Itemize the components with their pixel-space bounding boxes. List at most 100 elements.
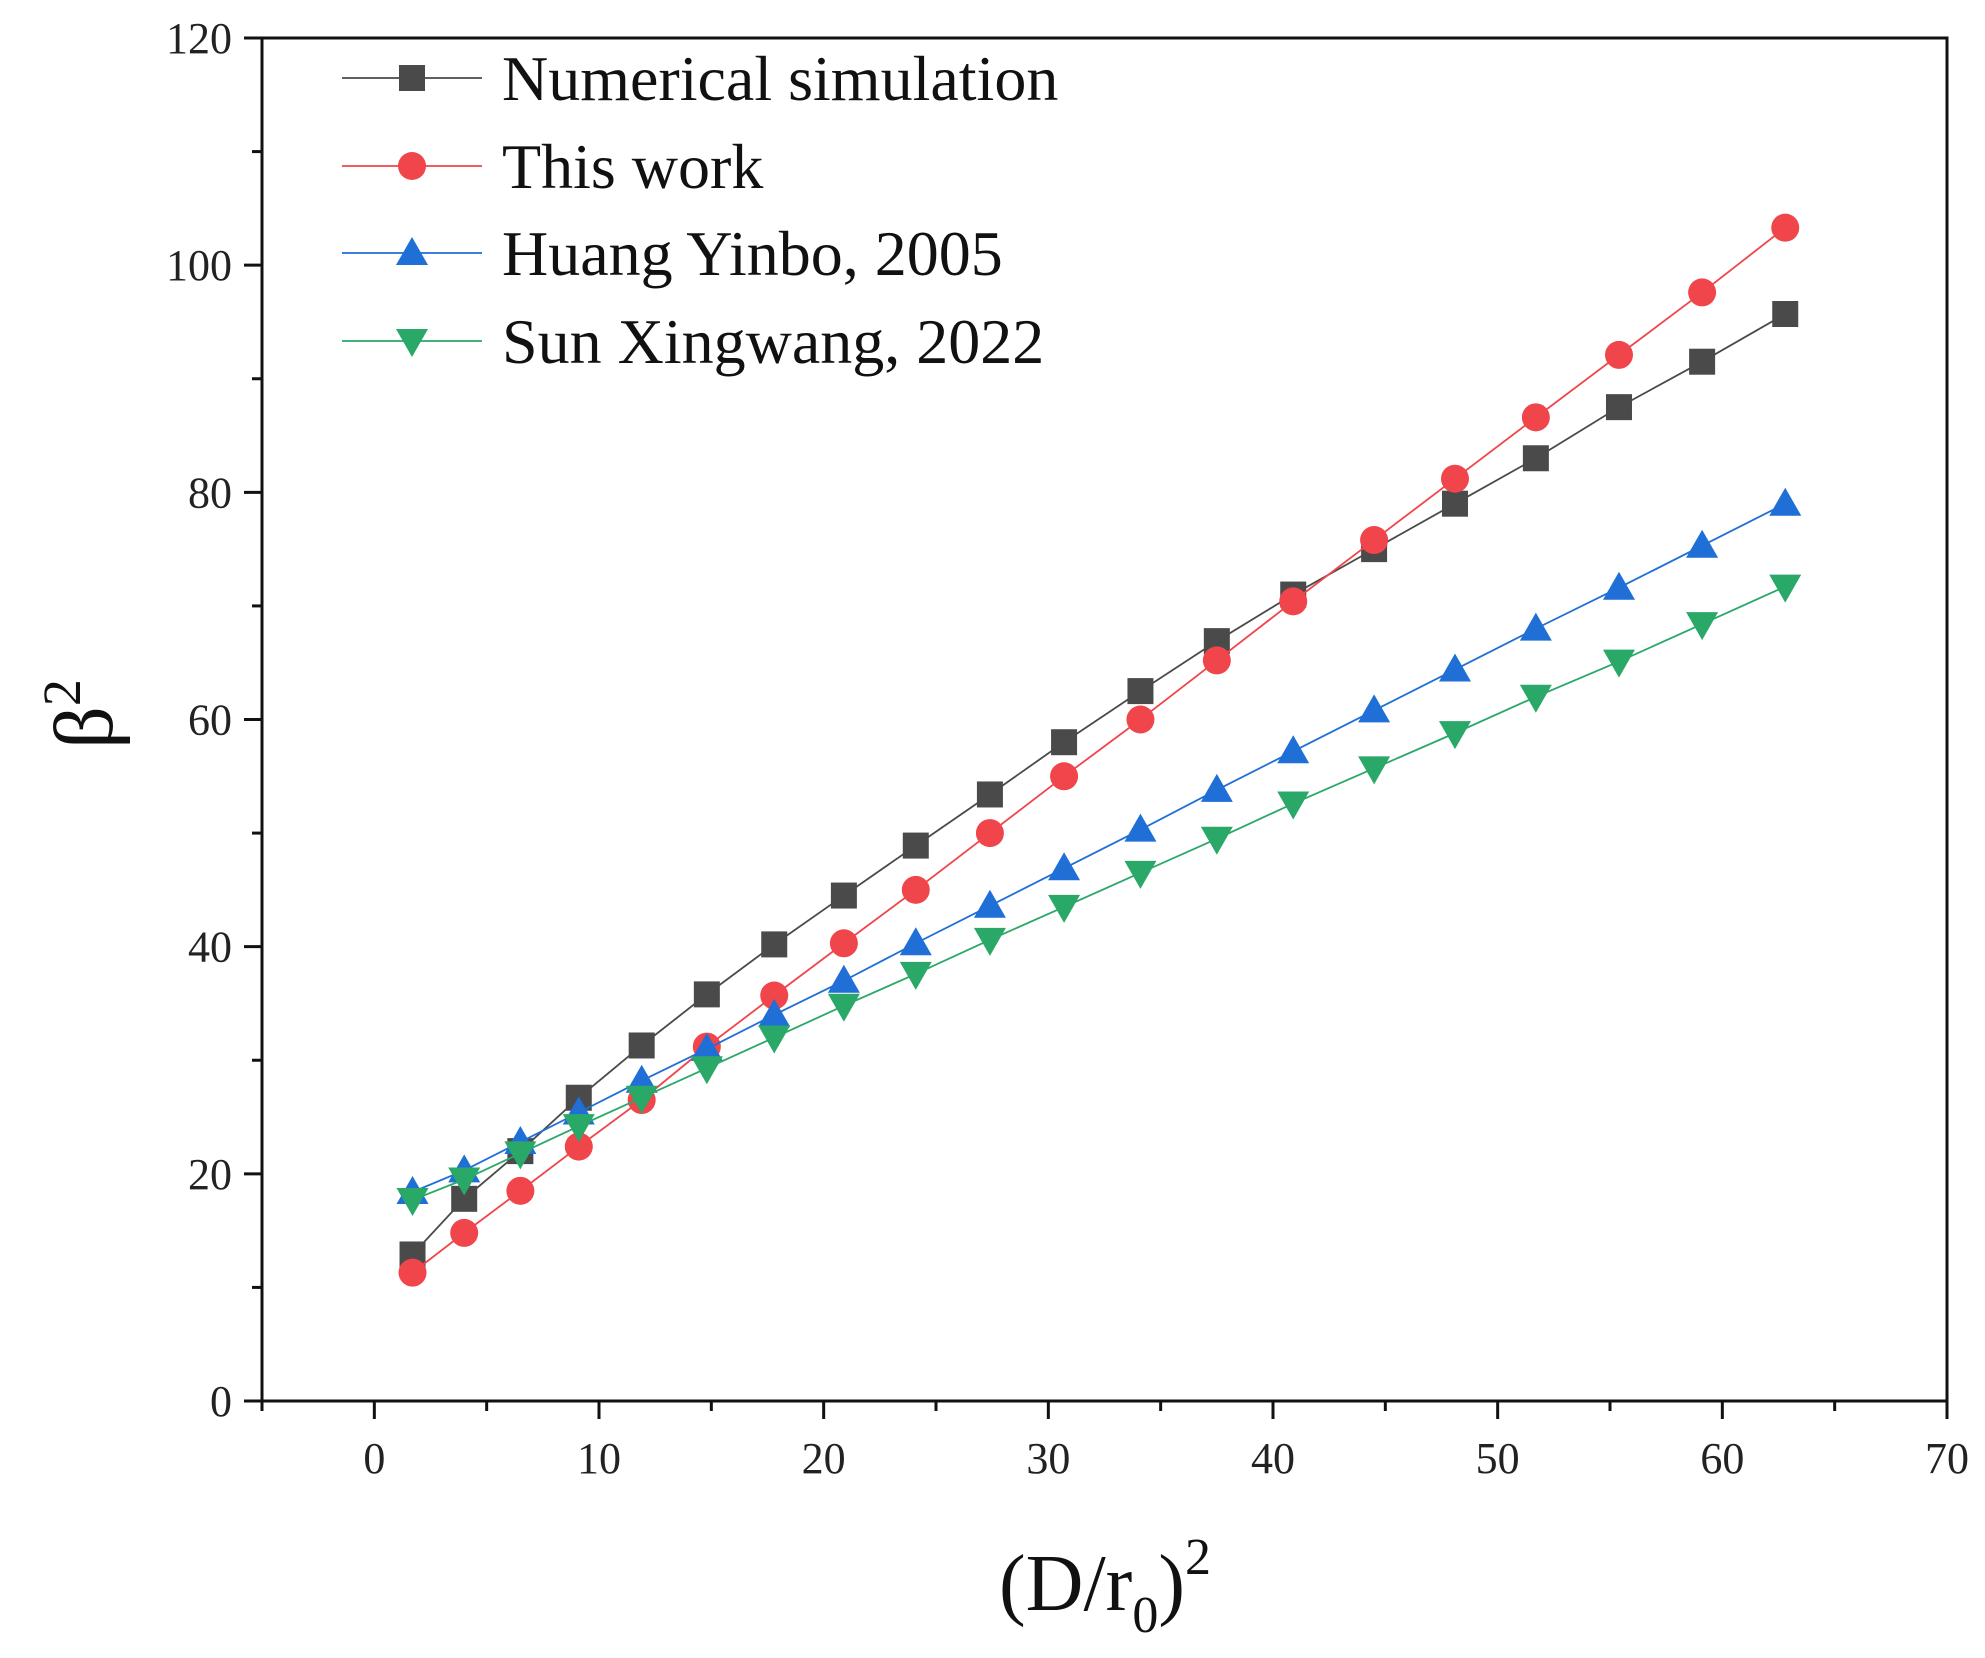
y-axis-title-sup: 2 <box>32 679 92 706</box>
data-point <box>1277 791 1310 820</box>
data-point <box>827 964 860 993</box>
x-tick-label: 60 <box>1700 1434 1744 1483</box>
data-point <box>976 781 1003 808</box>
data-point <box>1521 403 1550 432</box>
data-point <box>1602 571 1635 600</box>
data-point <box>1689 348 1716 375</box>
x-tick-label: 70 <box>1925 1434 1969 1483</box>
data-point <box>1048 894 1081 923</box>
data-point <box>1126 705 1155 734</box>
data-point <box>1771 213 1800 242</box>
series-3 <box>396 574 1802 1216</box>
data-point <box>758 998 791 1027</box>
data-point <box>760 981 789 1010</box>
data-point <box>1519 684 1552 713</box>
data-point <box>899 961 932 990</box>
legend-marker <box>396 237 428 265</box>
y-tick-label: 80 <box>188 468 232 517</box>
data-point <box>830 882 857 909</box>
data-point <box>562 1114 595 1143</box>
data-point <box>1441 490 1468 517</box>
y-tick-label: 40 <box>188 923 232 972</box>
x-tick-label: 30 <box>1026 1434 1070 1483</box>
y-axis-title-base: β <box>38 706 131 749</box>
legend-marker <box>398 152 426 180</box>
data-point <box>448 1167 481 1196</box>
x-tick-label: 10 <box>577 1434 621 1483</box>
legend-marker <box>396 329 428 357</box>
y-axis-title: β2 <box>32 679 131 749</box>
legend: Numerical simulation This work Huang Yinbo… <box>342 43 1058 377</box>
data-point <box>1688 278 1717 307</box>
data-point <box>693 981 720 1008</box>
data-point <box>973 927 1006 956</box>
data-point <box>1686 529 1719 558</box>
data-point <box>1202 646 1231 675</box>
data-point <box>506 1176 535 1205</box>
data-point <box>1604 340 1633 369</box>
x-tick-label: 20 <box>802 1434 846 1483</box>
data-point <box>625 1085 658 1114</box>
y-tick-label: 20 <box>188 1150 232 1199</box>
legend-item: Sun Xingwang, 2022 <box>342 306 1044 377</box>
data-point <box>1358 756 1391 785</box>
data-point <box>1279 587 1308 616</box>
data-point <box>1358 694 1391 723</box>
data-point <box>758 1025 791 1054</box>
y-tick-label: 60 <box>188 696 232 745</box>
data-point <box>1769 487 1802 516</box>
data-point <box>1277 735 1310 764</box>
legend-label: Sun Xingwang, 2022 <box>502 306 1044 377</box>
data-point <box>1605 394 1632 421</box>
data-point <box>1438 653 1471 682</box>
legend-item: Numerical simulation <box>342 43 1058 114</box>
svg-text:(D/r0)2: (D/r0)2 <box>999 1529 1211 1644</box>
svg-text:β2: β2 <box>32 679 131 749</box>
x-axis-title-sup: 2 <box>1185 1529 1211 1586</box>
data-point <box>975 819 1004 848</box>
data-point <box>1772 301 1799 328</box>
series-line <box>412 502 1786 1193</box>
data-point <box>829 929 858 958</box>
legend-label: Numerical simulation <box>502 43 1058 114</box>
data-point <box>973 889 1006 918</box>
data-point <box>450 1218 479 1247</box>
plot-area: 0 10 20 30 40 50 60 70 0 20 40 60 80 100 120 <box>166 14 1969 1483</box>
y-tick-label: 120 <box>166 14 232 63</box>
x-tick-label: 0 <box>363 1434 385 1483</box>
x-axis-title-sub: 0 <box>1132 1587 1158 1644</box>
data-point <box>1602 649 1635 678</box>
data-point <box>1200 773 1233 802</box>
data-point <box>564 1132 593 1161</box>
data-point <box>1050 762 1079 791</box>
data-point <box>1438 721 1471 750</box>
data-point <box>1519 612 1552 641</box>
data-point <box>1769 574 1802 603</box>
data-point <box>1440 464 1469 493</box>
data-point <box>625 1064 658 1093</box>
data-point <box>690 1032 723 1061</box>
data-point <box>628 1032 655 1059</box>
data-point <box>1686 612 1719 641</box>
x-tick-label: 50 <box>1476 1434 1520 1483</box>
x-tick-label: 40 <box>1251 1434 1295 1483</box>
legend-marker <box>399 65 425 91</box>
data-point <box>899 927 932 956</box>
data-point <box>827 993 860 1022</box>
series-layer <box>396 213 1802 1287</box>
axis-ticks: 0 10 20 30 40 50 60 70 0 20 40 60 80 100 120 <box>166 14 1969 1483</box>
data-point <box>1360 526 1389 555</box>
legend-item: Huang Yinbo, 2005 <box>342 218 1003 289</box>
data-point <box>1127 678 1154 705</box>
legend-label: This work <box>502 131 763 202</box>
plot-frame <box>260 36 1949 1403</box>
data-point <box>1124 860 1157 889</box>
data-point <box>901 875 930 904</box>
data-point <box>1051 729 1078 756</box>
data-point <box>1048 852 1081 881</box>
y-tick-label: 0 <box>210 1377 232 1426</box>
y-tick-label: 100 <box>166 241 232 290</box>
data-point <box>761 931 788 958</box>
data-point <box>690 1056 723 1085</box>
